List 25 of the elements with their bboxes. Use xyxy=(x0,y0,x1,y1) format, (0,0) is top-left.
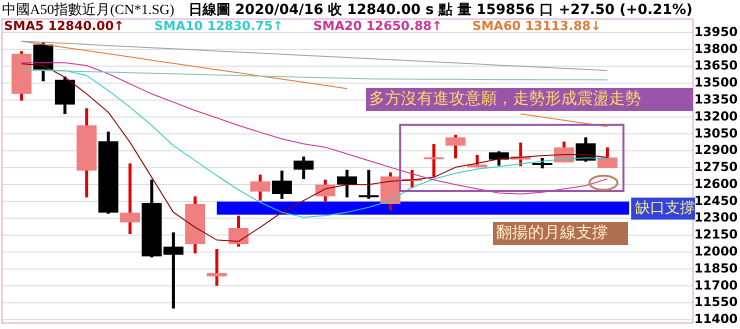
title: 中國A50指數近月(CN*1.SG) xyxy=(2,3,174,18)
annotation: 翻揚的月線支撐 xyxy=(493,222,628,245)
annotation: 多方沒有進攻意願，走勢形成震盪走勢 xyxy=(366,88,693,111)
y-tick-label: 13800 xyxy=(694,40,738,56)
y-tick-label: 11850 xyxy=(694,260,738,276)
y-tick-label: 12600 xyxy=(694,176,738,191)
y-tick-label: 13650 xyxy=(694,58,738,73)
band-label: 缺口支撐 xyxy=(635,198,696,217)
y-tick-label: 13350 xyxy=(694,91,738,106)
y-tick-label: 12000 xyxy=(694,243,738,258)
y-tick-label: 12900 xyxy=(694,142,738,158)
y-tick-label: 12150 xyxy=(694,226,738,242)
y-tick-label: 13950 xyxy=(694,24,738,39)
y-tick-label: 13500 xyxy=(694,74,738,90)
y-tick-label: 11400 xyxy=(694,311,738,326)
y-tick-label: 12750 xyxy=(694,159,738,174)
subtitle: 日線圖 2020/04/16 收 12840.00 s 點 量 159856 口 +27.50 (+0.21%) xyxy=(188,2,693,18)
y-tick-label: 11550 xyxy=(694,294,738,310)
annotation: 翻揚的月線支撐 xyxy=(496,224,608,242)
y-tick-label: 13050 xyxy=(694,125,738,140)
annotation: 多方沒有進攻意願，走勢形成震盪走勢 xyxy=(369,90,641,108)
y-tick-label: 12300 xyxy=(694,210,738,225)
y-tick-label: 13200 xyxy=(694,108,738,124)
y-tick-label: 12450 xyxy=(694,192,738,208)
y-tick-label: 11700 xyxy=(694,277,738,292)
